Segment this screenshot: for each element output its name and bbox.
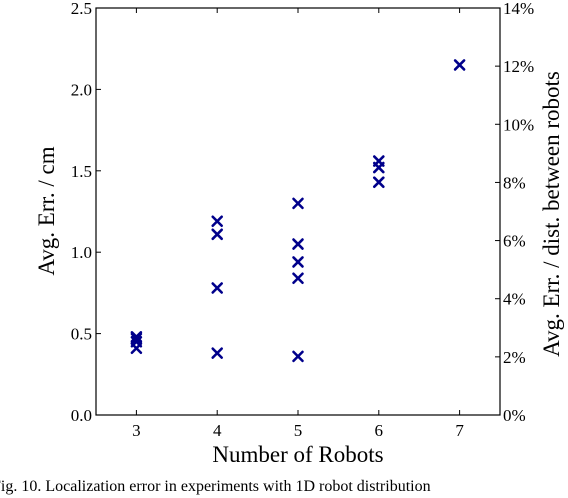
scatter-point: [130, 332, 143, 345]
plot-frame: [95, 7, 501, 416]
x-tick-label: 7: [455, 421, 464, 440]
scatter-point: [211, 228, 223, 241]
y2-tick-label: 8%: [503, 173, 526, 192]
scatter-point: [372, 161, 385, 174]
scatter-point: [292, 350, 304, 363]
y-axis-ticks: 0.0 0.5 1.0 1.5 2.0 2.5: [71, 0, 101, 425]
y2-tick-label: 14%: [503, 0, 534, 18]
y2-tick-label: 0%: [503, 406, 526, 425]
scatter-point: [372, 176, 385, 188]
scatter-point: [292, 272, 304, 285]
x-tick-label: 3: [132, 421, 141, 440]
y-tick-label: 1.0: [71, 243, 92, 262]
y-tick-label: 0.5: [71, 325, 92, 344]
y-tick-label: 2.0: [71, 80, 92, 99]
y2-axis-ticks: 0% 2% 4% 6% 8% 10% 12% 14%: [495, 0, 534, 425]
scatter-point: [130, 342, 143, 355]
y-tick-label: 1.5: [71, 162, 92, 181]
scatter-point: [292, 256, 304, 268]
x-tick-label: 5: [294, 421, 303, 440]
y-tick-label: 2.5: [71, 0, 92, 18]
figure-caption: Fig. 10. Localization error in experimen…: [0, 478, 431, 495]
y-tick-label: 0.0: [71, 406, 92, 425]
y2-tick-label: 10%: [503, 115, 534, 134]
data-points: [130, 59, 466, 363]
x-tick-label: 4: [213, 421, 222, 440]
x-tick-label: 6: [375, 421, 384, 440]
scatter-point: [292, 238, 304, 250]
y2-tick-label: 2%: [503, 348, 526, 367]
scatter-chart: 3 4 5 6 7 0.0 0.5 1.0 1.5 2.0 2.5 0% 2% 4% 6% 8% 10% 12…: [34, 0, 564, 467]
y-axis-title: Avg. Err. / cm: [34, 146, 59, 275]
y2-tick-label: 12%: [503, 57, 534, 76]
y2-axis-title: Avg. Err. / dist. between robots: [539, 71, 564, 357]
x-axis-title: Number of Robots: [212, 442, 383, 467]
y2-tick-label: 4%: [503, 290, 526, 309]
scatter-point: [211, 347, 223, 359]
y2-tick-label: 6%: [503, 232, 526, 251]
scatter-point: [211, 215, 223, 228]
scatter-point: [211, 282, 223, 294]
scatter-point: [292, 197, 304, 210]
x-axis-ticks: 3 4 5 6 7: [132, 8, 464, 440]
scatter-point: [453, 59, 466, 71]
